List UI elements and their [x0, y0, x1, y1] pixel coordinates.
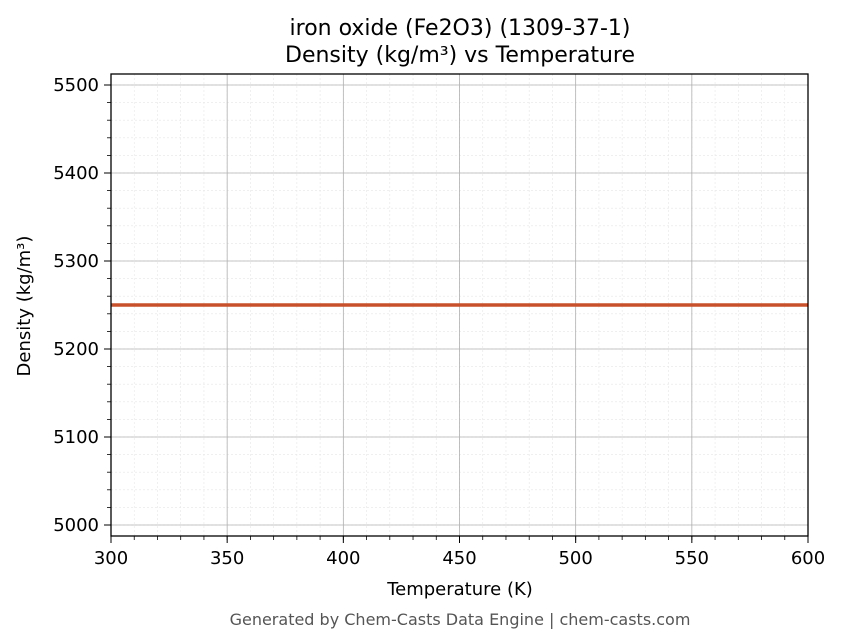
x-tick-label: 550: [675, 548, 709, 569]
chart-subtitle: Density (kg/m³) vs Temperature: [285, 43, 635, 68]
x-tick-label: 600: [791, 548, 825, 569]
x-tick-label: 300: [94, 548, 128, 569]
y-tick-label: 5100: [53, 427, 99, 448]
x-tick-labels: 300 350 400 450 500 550 600: [94, 548, 825, 569]
y-tick-labels: 5000 5100 5200 5300 5400 5500: [53, 75, 99, 536]
y-tick-label: 5400: [53, 163, 99, 184]
chart-title: iron oxide (Fe2O3) (1309-37-1): [290, 16, 631, 41]
footer-credit: Generated by Chem-Casts Data Engine | ch…: [230, 610, 691, 629]
y-axis-label: Density (kg/m³): [14, 236, 35, 377]
y-tick-label: 5500: [53, 75, 99, 96]
y-tick-label: 5000: [53, 515, 99, 536]
x-tick-label: 400: [326, 548, 360, 569]
x-tick-label: 500: [558, 548, 592, 569]
x-axis-label: Temperature (K): [386, 579, 533, 600]
axis-ticks: [104, 84, 809, 543]
y-tick-label: 5300: [53, 251, 99, 272]
x-tick-label: 350: [210, 548, 244, 569]
y-tick-label: 5200: [53, 339, 99, 360]
x-tick-label: 450: [442, 548, 476, 569]
